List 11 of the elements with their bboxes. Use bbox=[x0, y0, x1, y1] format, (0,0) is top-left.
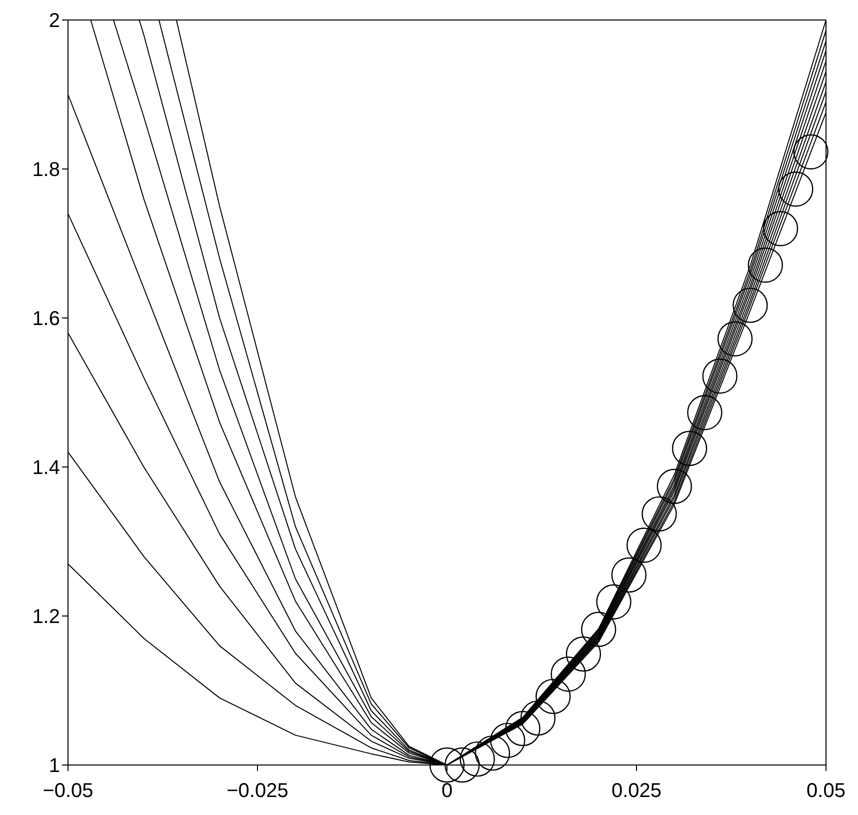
y-tick-label: 1.4 bbox=[32, 457, 60, 480]
x-tick-label: 0 bbox=[441, 780, 453, 802]
x-tick-label: 0.05 bbox=[806, 780, 846, 802]
x-tick-label: −0.025 bbox=[226, 780, 288, 802]
y-tick-label: 1.8 bbox=[32, 159, 60, 182]
y-tick-label: 1.2 bbox=[32, 606, 60, 628]
y-tick-label: 1 bbox=[48, 755, 60, 778]
x-tick-label: −0.05 bbox=[42, 780, 94, 802]
y-tick-label: 2 bbox=[48, 10, 60, 32]
y-tick-label: 1.6 bbox=[32, 308, 60, 330]
x-tick-label: 0.025 bbox=[611, 780, 662, 802]
